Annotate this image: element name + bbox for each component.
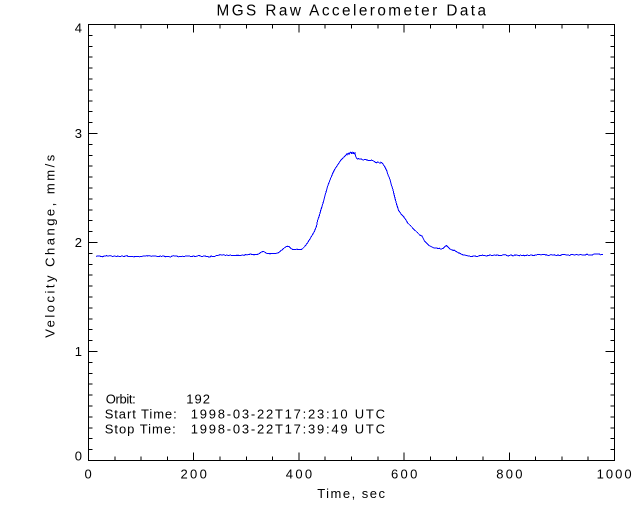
svg-text:Velocity Change, mm/s: Velocity Change, mm/s (42, 154, 57, 337)
svg-text:Stop Time:: Stop Time: (105, 422, 176, 437)
svg-text:Start Time:: Start Time: (105, 407, 177, 422)
svg-text:1998-03-22T17:23:10 UTC: 1998-03-22T17:23:10 UTC (191, 407, 385, 422)
svg-text:600: 600 (391, 467, 417, 482)
svg-text:4: 4 (75, 20, 82, 35)
svg-text:1998-03-22T17:39:49 UTC: 1998-03-22T17:39:49 UTC (191, 422, 385, 437)
svg-text:2: 2 (75, 235, 82, 250)
svg-text:Orbit:: Orbit: (106, 392, 136, 407)
svg-text:400: 400 (286, 467, 312, 482)
svg-text:1: 1 (75, 344, 82, 359)
svg-text:800: 800 (496, 467, 522, 482)
svg-text:Time, sec: Time, sec (317, 486, 385, 501)
svg-text:192: 192 (186, 392, 210, 407)
svg-text:200: 200 (181, 467, 207, 482)
svg-text:0: 0 (75, 448, 82, 463)
svg-text:0: 0 (85, 467, 92, 482)
svg-text:3: 3 (75, 126, 82, 141)
